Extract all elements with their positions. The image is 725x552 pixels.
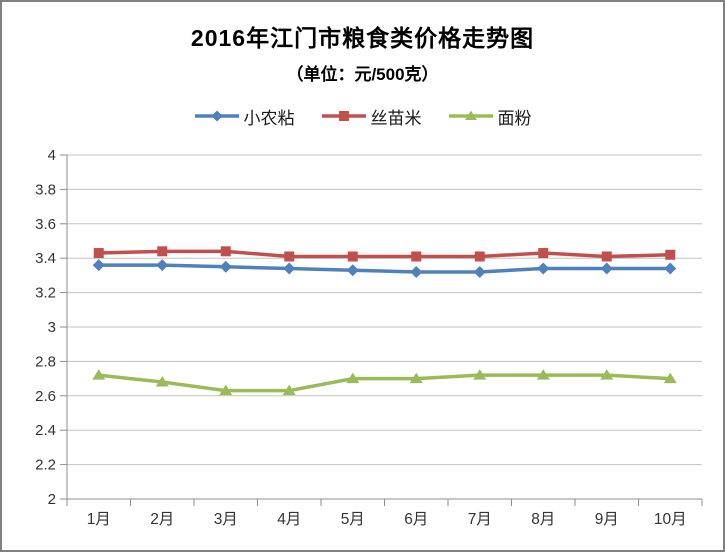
data-point-小农粘-9月 xyxy=(600,262,613,275)
data-point-小农粘-5月 xyxy=(346,264,359,277)
x-axis-label: 2月 xyxy=(150,511,174,528)
data-point-丝苗米-1月 xyxy=(93,248,104,259)
legend-label: 丝苗米 xyxy=(370,108,422,128)
legend-item-丝苗米: 丝苗米 xyxy=(321,104,422,129)
x-axis-label: 8月 xyxy=(531,511,555,528)
y-axis-label: 3.4 xyxy=(35,250,56,267)
data-point-面粉-3月 xyxy=(219,384,233,396)
y-axis-label: 3.6 xyxy=(35,216,56,233)
x-axis-label: 6月 xyxy=(404,511,428,528)
x-axis-label: 5月 xyxy=(341,511,365,528)
legend-item-小农粘: 小农粘 xyxy=(194,104,295,129)
data-point-丝苗米-6月 xyxy=(411,251,422,262)
y-axis-label: 2.4 xyxy=(35,422,56,439)
y-axis-label: 2.6 xyxy=(35,388,56,405)
data-point-小农粘-2月 xyxy=(156,259,169,272)
x-axis-label: 10月 xyxy=(654,511,687,528)
triangle-marker-icon xyxy=(448,110,493,120)
y-axis-label: 2.2 xyxy=(35,457,56,474)
data-point-丝苗米-3月 xyxy=(220,246,231,257)
data-point-小农粘-7月 xyxy=(473,265,486,278)
data-point-面粉-1月 xyxy=(92,369,106,380)
legend-marker xyxy=(464,110,477,120)
plot-area: 4 3.8 3.6 3.4 3.2 3 2.8 2.6 2.4 2.2 2 1月 2月 3月 4月 5月 6月 7… xyxy=(35,147,703,528)
legend-label: 面粉 xyxy=(497,108,532,128)
diamond-marker-icon xyxy=(194,110,239,122)
x-axis-label: 9月 xyxy=(595,511,619,528)
data-point-丝苗米-4月 xyxy=(284,251,295,262)
data-point-丝苗米-10月 xyxy=(665,249,676,260)
data-point-小农粘-8月 xyxy=(537,262,550,275)
x-axis-label: 1月 xyxy=(87,511,111,528)
data-point-丝苗米-7月 xyxy=(474,251,485,262)
data-point-面粉-10月 xyxy=(663,372,677,384)
chart-subtitle: （单位：元/500克） xyxy=(286,65,439,84)
data-point-丝苗米-5月 xyxy=(347,251,358,262)
data-point-丝苗米-2月 xyxy=(157,246,168,257)
data-point-面粉-2月 xyxy=(155,376,169,387)
legend-item-面粉: 面粉 xyxy=(448,104,532,129)
data-point-面粉-4月 xyxy=(282,384,296,396)
data-point-小农粘-6月 xyxy=(410,265,423,278)
y-axis-label: 3.2 xyxy=(35,285,56,302)
data-point-面粉-9月 xyxy=(600,369,614,380)
square-marker-icon xyxy=(321,111,366,121)
data-point-丝苗米-8月 xyxy=(538,248,549,259)
legend: 小农粘 丝苗米 面粉 xyxy=(2,102,723,130)
data-point-小农粘-4月 xyxy=(283,262,296,275)
legend-marker xyxy=(211,110,222,122)
y-axis-label: 2 xyxy=(48,491,56,508)
chart-title: 2016年江门市粮食类价格走势图 xyxy=(190,25,535,51)
series-line-面粉 xyxy=(97,373,672,393)
y-axis-label: 3 xyxy=(48,319,56,336)
data-point-小农粘-1月 xyxy=(92,259,105,272)
data-point-面粉-7月 xyxy=(473,369,487,380)
data-point-面粉-6月 xyxy=(409,372,423,384)
data-point-面粉-8月 xyxy=(536,369,550,380)
series-line-小农粘 xyxy=(97,263,672,274)
legend-marker xyxy=(338,111,349,121)
y-axis-label: 4 xyxy=(48,147,56,164)
x-axis-label: 4月 xyxy=(277,511,301,528)
x-axis-label: 7月 xyxy=(468,511,492,528)
series-line-丝苗米 xyxy=(97,249,672,259)
data-point-面粉-5月 xyxy=(346,372,360,384)
y-axis-label: 3.8 xyxy=(35,181,56,198)
x-axis-label: 3月 xyxy=(214,511,238,528)
y-axis-label: 2.8 xyxy=(35,353,56,370)
data-point-小农粘-10月 xyxy=(664,262,677,275)
data-point-丝苗米-9月 xyxy=(601,251,612,262)
data-point-小农粘-3月 xyxy=(219,260,232,273)
legend-label: 小农粘 xyxy=(243,108,295,128)
